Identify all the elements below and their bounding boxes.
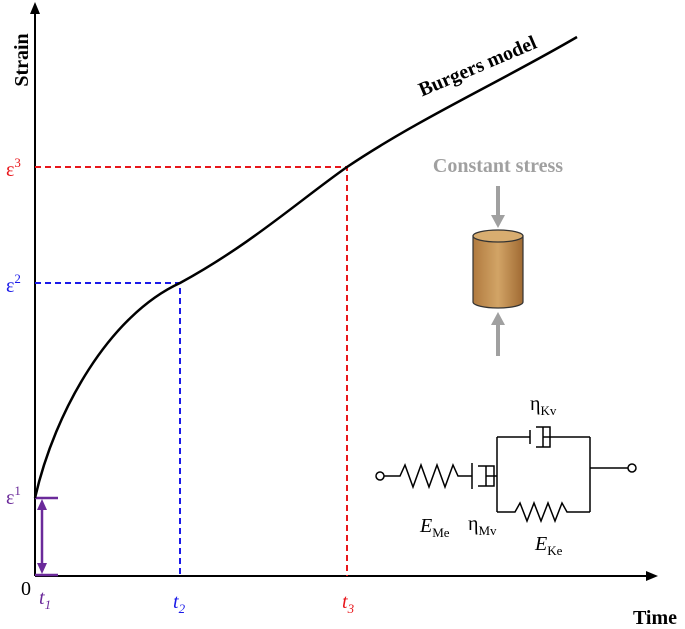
symbol: ε <box>6 275 14 297</box>
time-label: t2 <box>173 591 186 616</box>
subscript: Mv <box>478 523 497 538</box>
terminal <box>627 463 637 473</box>
symbol: E <box>419 515 432 537</box>
symbol: η <box>530 393 540 415</box>
arrow-head <box>37 563 47 574</box>
origin-label: 0 <box>21 578 31 600</box>
time-label: t3 <box>342 591 355 616</box>
maxwell-dashpot <box>471 463 497 489</box>
symbol: E <box>534 533 547 555</box>
cylinder <box>472 235 524 309</box>
symbol: ε <box>6 159 14 181</box>
axes <box>30 2 658 581</box>
superscript: 3 <box>14 155 21 170</box>
symbol: t <box>342 591 348 613</box>
symbol: ε <box>6 487 14 509</box>
element-label: EMe <box>419 515 450 540</box>
element-label: ηMv <box>468 513 497 538</box>
element-label: ηKv <box>530 393 557 418</box>
elastic-strain <box>35 496 58 577</box>
strain-label: ε2 <box>6 271 21 297</box>
kelvin-spring <box>497 500 590 524</box>
symbol: t <box>39 587 45 609</box>
subscript: 3 <box>347 601 355 616</box>
maxwell-spring <box>384 462 472 490</box>
terminal <box>375 471 385 481</box>
strain-label: ε3 <box>6 155 21 181</box>
x-arrow <box>646 571 658 581</box>
time-label: t1 <box>39 587 51 612</box>
symbol: t <box>173 591 179 613</box>
guides <box>35 166 348 576</box>
connector <box>589 437 628 512</box>
cylinder-top <box>472 229 524 243</box>
kelvin-dashpot <box>496 426 590 512</box>
subscript: 1 <box>45 597 52 612</box>
y-arrow <box>30 2 40 14</box>
creep-curve <box>33 35 578 499</box>
arrow-head <box>491 215 505 228</box>
stress-label: Constant stress <box>433 155 563 177</box>
guide-eps3 <box>35 166 348 576</box>
superscript: 1 <box>14 483 21 498</box>
element-label: EKe <box>534 533 563 558</box>
symbol: η <box>468 513 478 535</box>
rheology-model <box>375 426 637 524</box>
subscript: Me <box>432 525 450 540</box>
specimen <box>472 186 524 356</box>
x-axis-label: Time <box>633 607 677 629</box>
arrow-head <box>37 499 47 510</box>
subscript: 2 <box>179 601 186 616</box>
strain-label: ε1 <box>6 483 21 509</box>
arrow-head <box>491 312 505 325</box>
subscript: Ke <box>547 543 562 558</box>
y-axis-label: Strain <box>11 33 33 86</box>
superscript: 2 <box>14 271 21 286</box>
subscript: Kv <box>540 403 556 418</box>
